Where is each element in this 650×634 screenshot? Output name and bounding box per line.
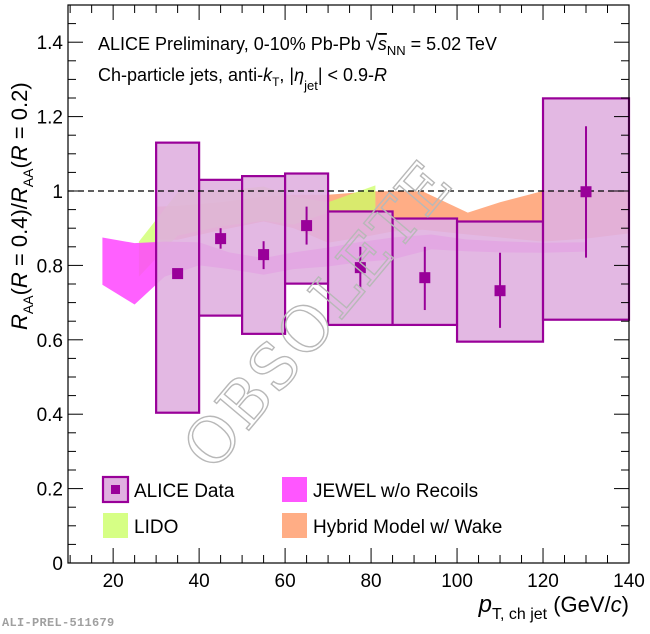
chart-title-line-2: Ch-particle jets, anti-kT, |ηjet| < 0.9-… [98,65,387,93]
legend-item-jewel: JEWEL w/o Recoils [282,477,478,502]
chart-title-line-1: ALICE Preliminary, 0-10% Pb-Pb √sNN = 5.… [98,30,497,58]
x-axis-ticks [69,5,630,563]
y-axis-title: RAA(R = 0.4)/RAA(R = 0.2) [7,82,36,330]
data-point [419,272,431,284]
legend: ALICE Data JEWEL w/o Recoils LIDO Hybrid… [101,475,502,538]
x-tick-labels: 20 40 60 80 100 120 140 [103,571,645,592]
y-tick-label: 0.2 [37,480,63,501]
y-tick-label: 1.2 [37,108,63,129]
x-tick-label: 20 [103,571,124,592]
data-point [494,285,506,297]
figure-id: ALI-PREL-511679 [2,616,115,630]
data-point [258,249,270,261]
data-point [215,233,227,245]
data-point [354,262,366,274]
legend-label: Hybrid Model w/ Wake [313,517,502,538]
data-point [580,186,592,198]
y-tick-labels: 0 0.2 0.4 0.6 0.8 1 1.2 1.4 [37,33,64,575]
data-point [301,220,313,232]
legend-label: LIDO [134,517,178,538]
y-tick-label: 1 [52,182,63,203]
legend-label: JEWEL w/o Recoils [313,481,478,502]
x-tick-label: 120 [527,571,559,592]
y-tick-label: 0.6 [37,331,63,352]
x-tick-label: 140 [613,571,645,592]
y-tick-label: 0.4 [37,405,64,426]
x-axis-title: pT, ch jet (GeV/c) [478,591,629,623]
legend-item-hybrid: Hybrid Model w/ Wake [282,513,502,538]
data-point [172,268,184,280]
x-tick-label: 60 [275,571,296,592]
y-axis-ticks [68,4,629,564]
y-tick-label: 0 [52,554,63,575]
legend-swatch-lido [103,513,128,538]
sqrt-symbol: √ [366,30,379,55]
legend-swatch-hybrid [282,513,307,538]
y-tick-label: 0.8 [37,256,63,277]
x-tick-label: 100 [441,571,473,592]
legend-item-alice-data: ALICE Data [101,475,235,504]
x-tick-label: 80 [360,571,381,592]
legend-label: ALICE Data [134,481,235,502]
data-points [172,186,592,297]
legend-marker-alice-data [111,485,120,494]
legend-item-lido: LIDO [103,513,178,538]
y-tick-label: 1.4 [37,33,64,54]
x-tick-label: 40 [189,571,210,592]
legend-swatch-jewel [282,477,307,502]
